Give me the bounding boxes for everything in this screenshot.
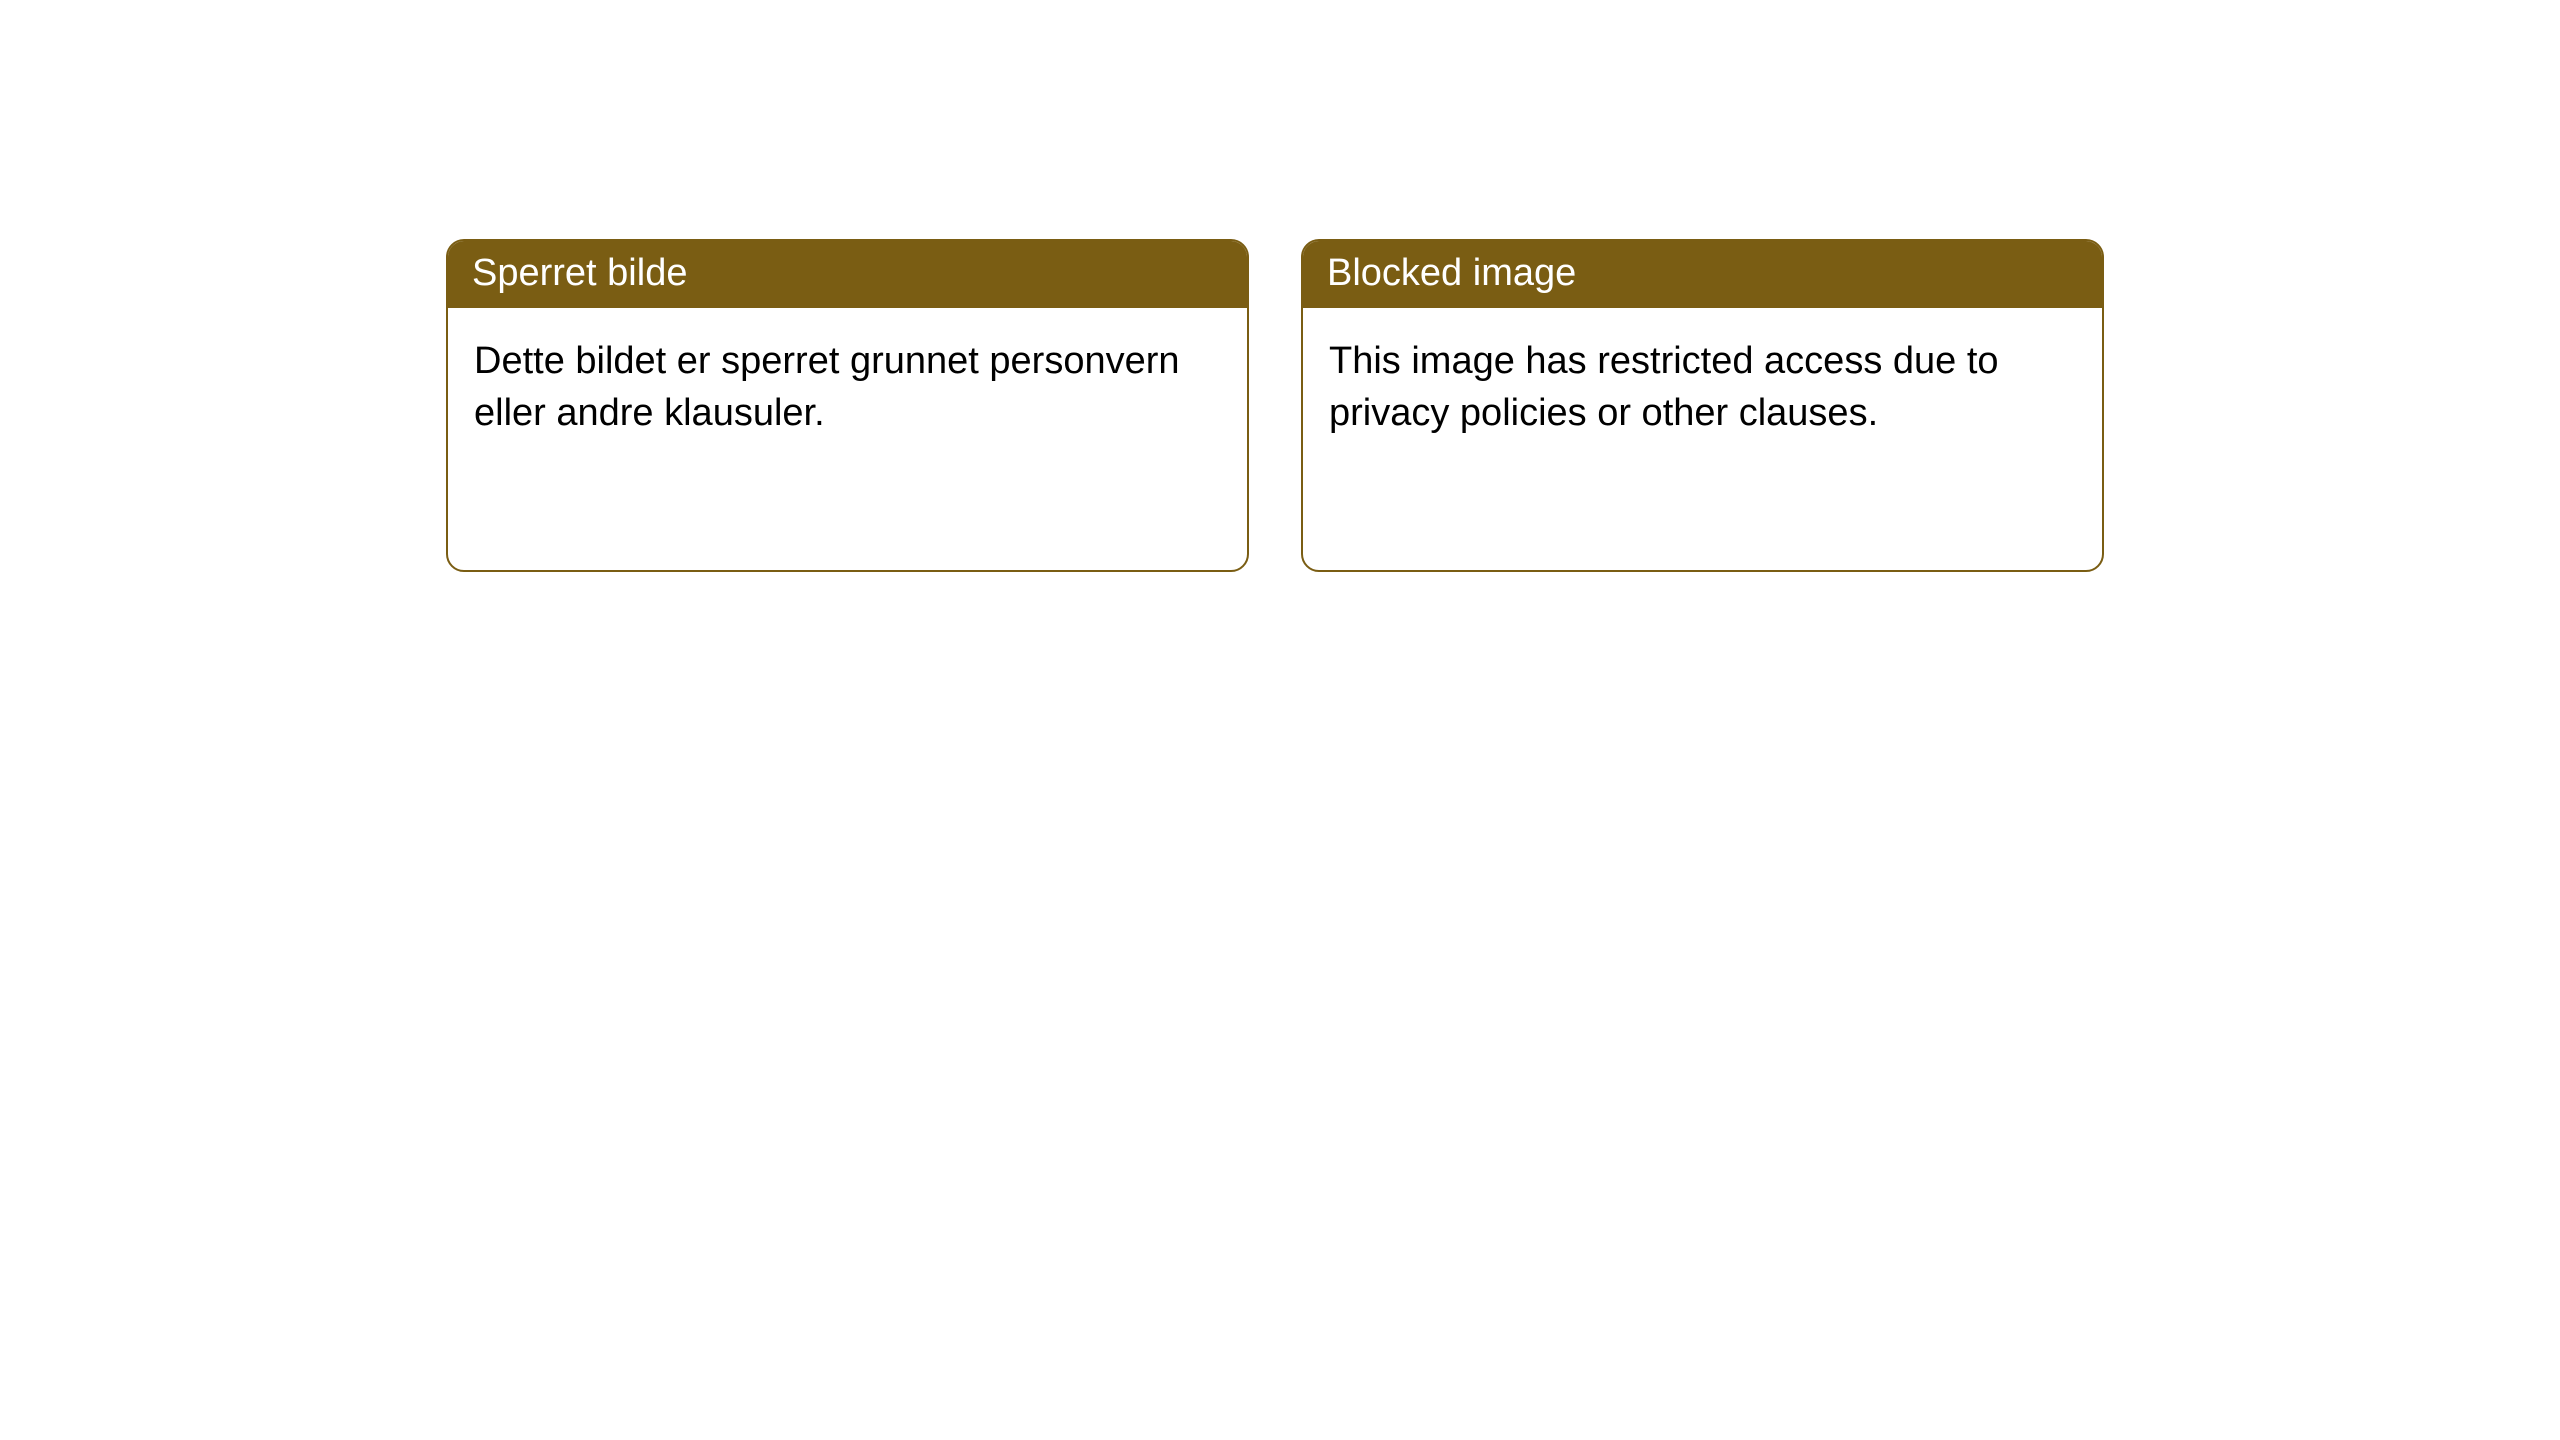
blocked-image-card-no: Sperret bilde Dette bildet er sperret gr… <box>446 239 1249 572</box>
blocked-image-card-en: Blocked image This image has restricted … <box>1301 239 2104 572</box>
card-header: Blocked image <box>1303 241 2102 308</box>
card-body-text: Dette bildet er sperret grunnet personve… <box>448 308 1247 467</box>
notice-cards-container: Sperret bilde Dette bildet er sperret gr… <box>0 0 2560 572</box>
card-header: Sperret bilde <box>448 241 1247 308</box>
card-body-text: This image has restricted access due to … <box>1303 308 2102 467</box>
